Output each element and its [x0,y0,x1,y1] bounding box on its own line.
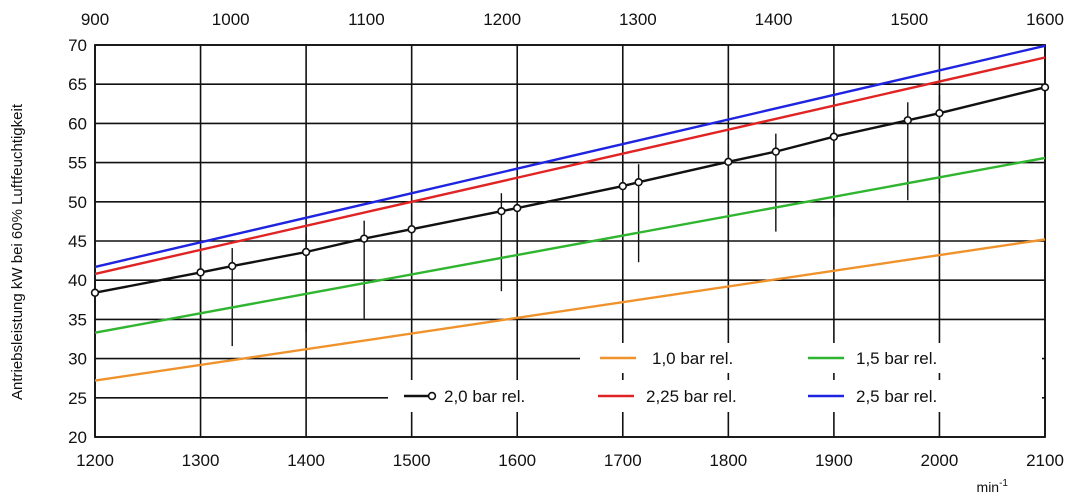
legend-row2-bg [388,380,1042,412]
y-tick-65: 65 [68,75,87,94]
y-tick-60: 60 [68,114,87,133]
x-unit-base: min [977,479,1000,495]
series-2-point-1400 [301,247,311,257]
legend-label-3: 2,25 bar rel. [646,387,737,406]
y-tick-55: 55 [68,154,87,173]
x-top-tick-1400: 1400 [755,10,793,29]
series-2-point-1715 [634,178,643,187]
y-tick-25: 25 [68,389,87,408]
x-bottom-tick-2100: 2100 [1026,451,1064,470]
x-top-tick-1100: 1100 [348,10,385,29]
x-top-tick-1600: 1600 [1026,10,1064,29]
series-2-point-2000 [935,109,944,118]
legend-label-4: 2,5 bar rel. [856,387,937,406]
series-lines [94,44,1046,382]
x-bottom-tick-1200: 1200 [76,451,114,470]
x-bottom-tick-1700: 1700 [604,451,642,470]
legend-marker-2 [427,391,437,401]
x-bottom-tick-1500: 1500 [393,451,431,470]
legend-label-2: 2,0 bar rel. [444,387,525,406]
y-axis-label: Antriebsleistung kW bei 60% Luftfeuchtig… [9,103,26,400]
x-top-tick-900: 900 [81,10,109,29]
series-2-point-1845 [771,147,781,156]
series-2-point-1300 [196,268,205,277]
x-bottom-tick-1800: 1800 [709,451,747,470]
tick-labels: 1200 1300 1400 1500 1600 1700 1800 1900 2000 2100… [68,10,1064,470]
x-top-tick-1300: 1300 [619,10,657,29]
y-tick-45: 45 [68,232,87,251]
legend-label-0: 1,0 bar rel. [652,349,733,368]
series-2-point-1900 [829,132,839,141]
series-line-2 [94,86,1046,294]
y-tick-50: 50 [68,193,87,212]
series-2-point-1970 [903,116,912,125]
series-line-1 [94,156,1046,334]
x-unit-exponent: -1 [999,478,1008,489]
series-line-3 [94,56,1046,276]
x-top-tick-1500: 1500 [890,10,928,29]
series-2-point-2100 [1040,83,1050,92]
series-2-point-1330 [228,261,237,271]
plot-frame [94,44,1046,438]
x-bottom-tick-1400: 1400 [287,451,325,470]
x-bottom-tick-1300: 1300 [182,451,220,470]
series-2-point-1200 [90,288,100,297]
x-top-tick-1000: 1000 [212,10,250,29]
x-bottom-tick-1600: 1600 [498,451,536,470]
series-line-4 [94,44,1046,269]
series-2-point-1585 [497,207,506,216]
y-tick-40: 40 [68,271,87,290]
series-line-0 [94,238,1046,382]
legend: 1,0 bar rel. 1,5 bar rel. 2,0 bar rel. 2,25… [404,349,937,406]
series-2-point-1600 [513,203,522,213]
y-tick-30: 30 [68,350,87,369]
legend-label-1: 1,5 bar rel. [856,349,937,368]
series-markers [90,83,1050,297]
x-axis-unit: min-1 [977,478,1009,495]
y-tick-20: 20 [68,428,87,447]
series-2-point-1700 [618,181,627,191]
y-tick-35: 35 [68,310,87,329]
x-top-tick-1200: 1200 [483,10,521,29]
x-bottom-tick-1900: 1900 [815,451,853,470]
series-2-point-1455 [359,234,369,243]
series-2-point-1800 [724,157,733,167]
x-bottom-tick-2000: 2000 [921,451,959,470]
y-tick-70: 70 [68,36,87,55]
series-2-point-1500 [407,225,416,234]
